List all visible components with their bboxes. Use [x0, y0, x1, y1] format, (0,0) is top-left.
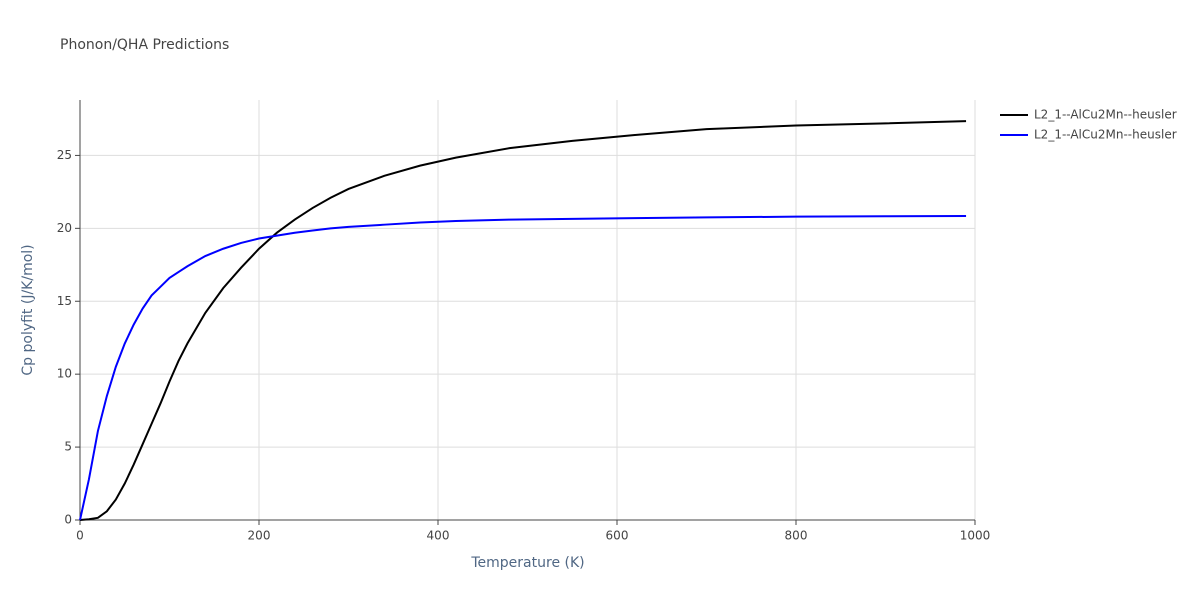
- y-tick-label: 0: [64, 513, 72, 527]
- y-tick-label: 5: [64, 440, 72, 454]
- x-tick-label: 200: [248, 529, 271, 543]
- y-tick-label: 10: [57, 367, 72, 381]
- y-tick-label: 15: [57, 294, 72, 308]
- legend-label: L2_1--AlCu2Mn--heusler: [1034, 108, 1177, 122]
- legend-label: L2_1--AlCu2Mn--heusler: [1034, 128, 1177, 142]
- x-tick-label: 800: [785, 529, 808, 543]
- x-tick-label: 600: [606, 529, 629, 543]
- x-axis-title: Temperature (K): [470, 555, 584, 571]
- x-tick-label: 0: [76, 529, 84, 543]
- y-axis-title: Cp polyfit (J/K/mol): [20, 244, 36, 375]
- chart-title: Phonon/QHA Predictions: [60, 37, 229, 53]
- line: [79, 120, 967, 521]
- y-tick-label: 20: [57, 221, 72, 235]
- y-tick-label: 25: [57, 148, 72, 162]
- x-tick-label: 1000: [960, 529, 991, 543]
- x-tick-label: 400: [427, 529, 450, 543]
- line: [79, 214, 967, 521]
